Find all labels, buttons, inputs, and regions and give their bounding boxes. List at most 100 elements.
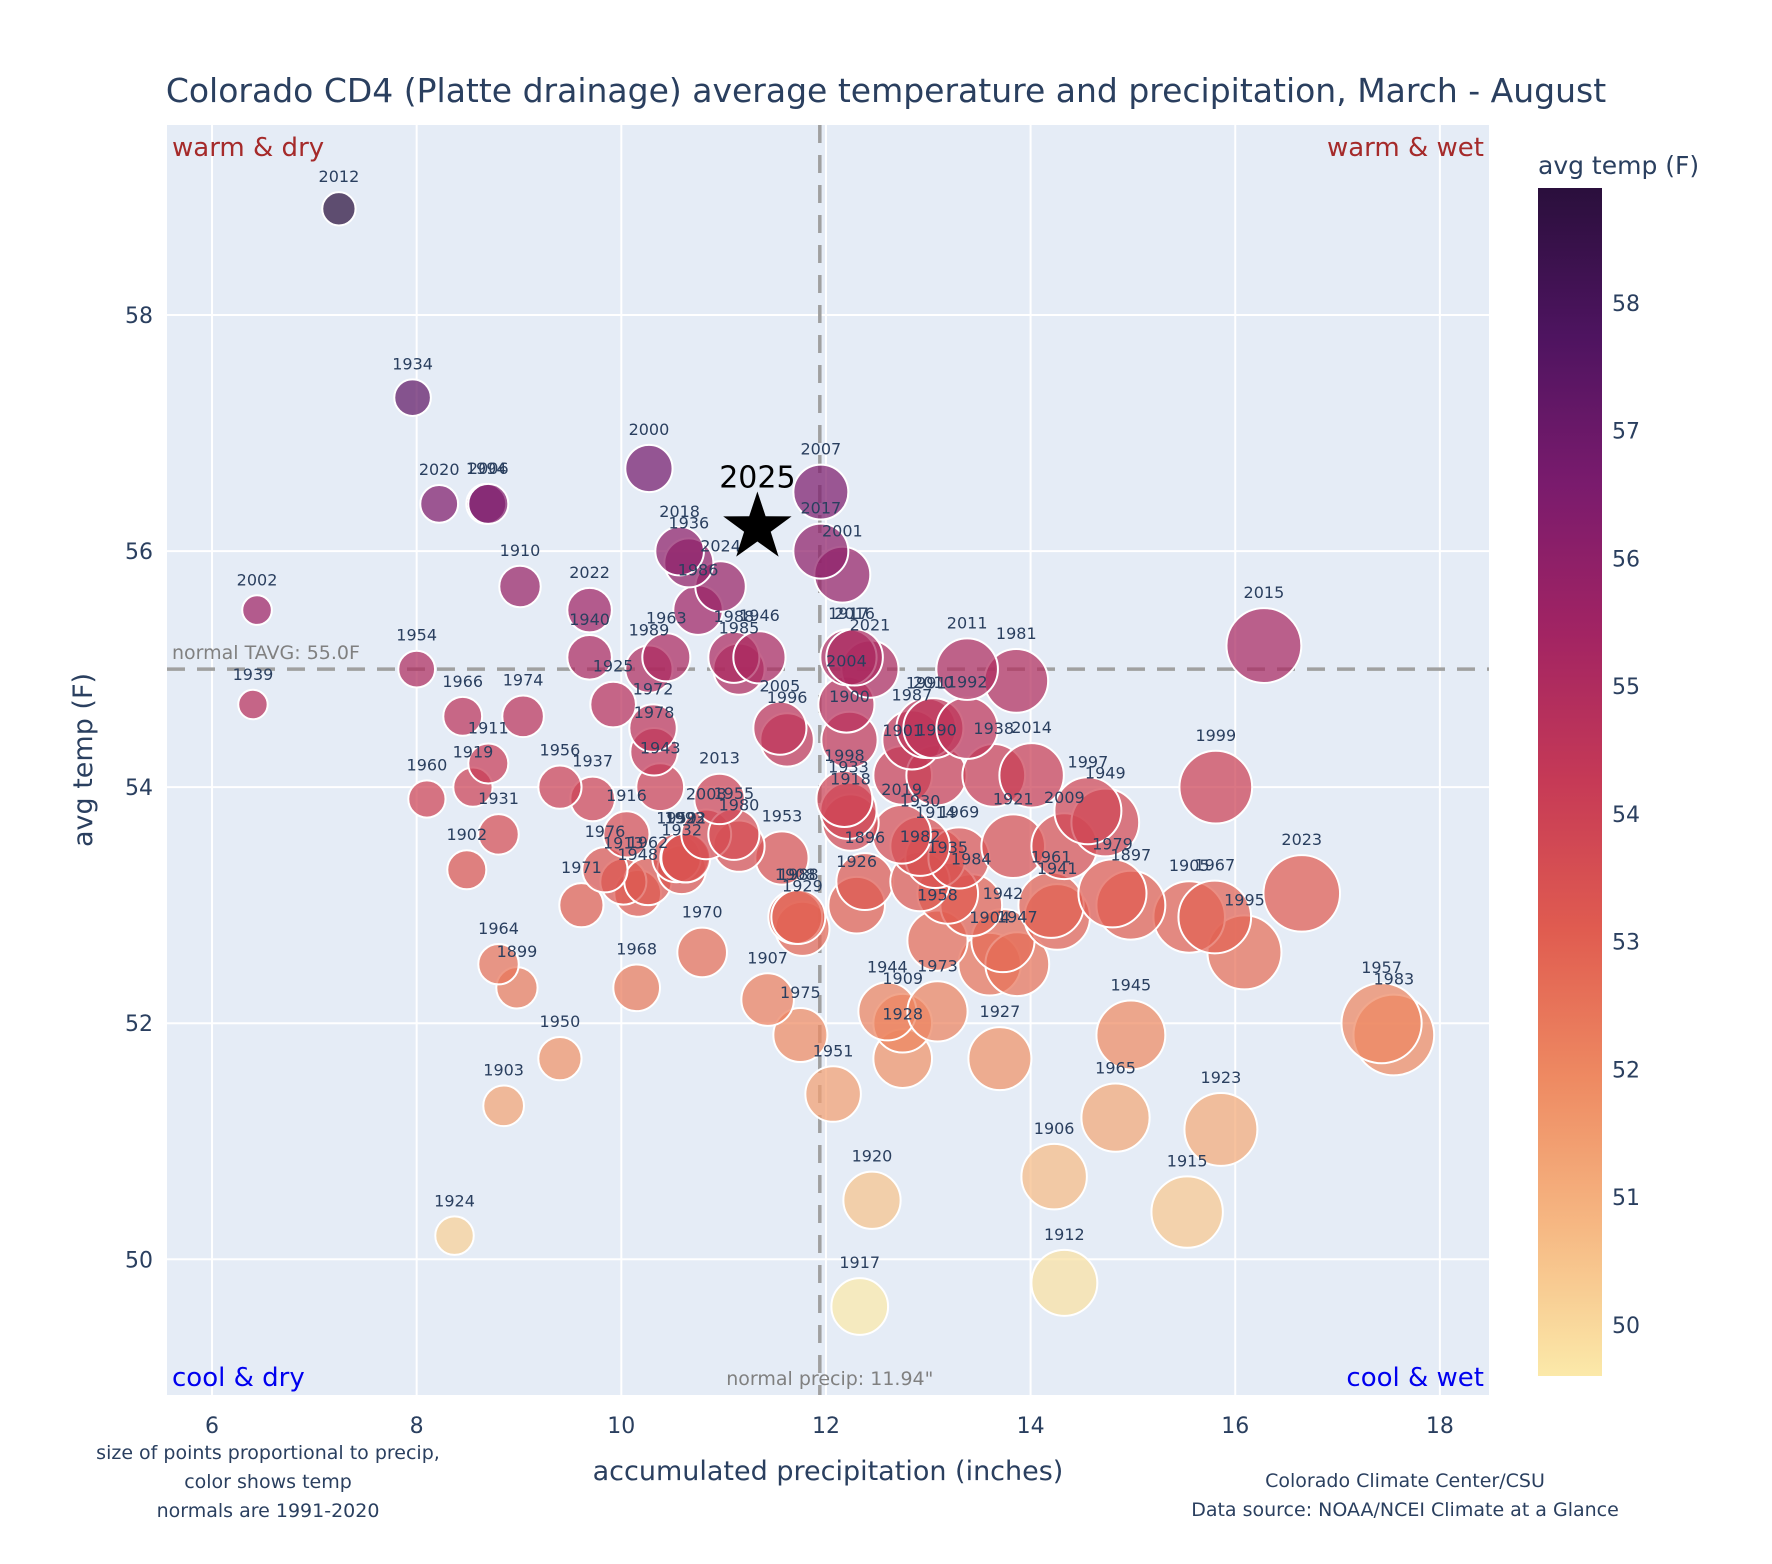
data-point xyxy=(654,525,705,577)
data-point xyxy=(830,1277,890,1336)
data-point-label: 1963 xyxy=(646,608,687,627)
data-point xyxy=(321,191,357,227)
data-point xyxy=(566,586,613,634)
data-point xyxy=(537,1035,583,1082)
x-tick-label: 8 xyxy=(410,1414,424,1439)
credit-line-1: Colorado Climate Center/CSU xyxy=(1265,1470,1545,1492)
quadrant-cool-wet: cool & wet xyxy=(1346,1363,1484,1393)
data-point-label: 1908 xyxy=(775,865,816,884)
data-point-label: 1954 xyxy=(396,626,437,645)
data-point xyxy=(842,1170,902,1230)
data-point-label: 1928 xyxy=(882,1004,923,1023)
data-point-label: 1935 xyxy=(927,838,968,857)
data-point-label: 2024 xyxy=(700,536,741,555)
data-point-label: 1969 xyxy=(939,802,980,821)
data-point-label: 1997 xyxy=(1068,752,1109,771)
data-point xyxy=(467,482,510,525)
data-point-label: 1947 xyxy=(997,907,1038,926)
data-point xyxy=(446,849,488,891)
data-point-label: 1973 xyxy=(917,956,958,975)
data-point-label: 1966 xyxy=(442,672,483,691)
data-point-label: 2000 xyxy=(629,420,670,439)
data-point xyxy=(581,846,629,894)
data-point-label: 1909 xyxy=(882,969,923,988)
data-point xyxy=(1340,982,1423,1065)
data-point xyxy=(752,700,808,756)
colorbar-tick-label: 50 xyxy=(1612,1314,1640,1339)
data-point-label: 1907 xyxy=(747,948,788,967)
data-point-label: 2021 xyxy=(850,616,891,635)
data-point-label: 1975 xyxy=(780,983,821,1002)
data-point-label: 1920 xyxy=(852,1147,893,1166)
data-point xyxy=(792,463,850,521)
data-point-label: 1924 xyxy=(434,1191,475,1210)
data-point xyxy=(467,742,510,785)
data-point-label: 1943 xyxy=(640,738,681,757)
data-point-label: 1964 xyxy=(478,919,519,938)
colorbar-tick-label: 58 xyxy=(1612,292,1640,317)
colorbar-title: avg temp (F) xyxy=(1538,151,1699,180)
data-point-label: 1916 xyxy=(606,786,647,805)
x-axis-ticks: 6 8 10 12 14 16 18 xyxy=(205,1414,1454,1439)
data-point-label: 1988 xyxy=(714,607,755,626)
chart-title: Colorado CD4 (Platte drainage) average t… xyxy=(166,71,1606,110)
data-point-label: 1922 xyxy=(665,809,706,828)
data-point-label: 1941 xyxy=(1037,859,1078,878)
x-tick-label: 16 xyxy=(1221,1414,1249,1439)
note-left-line-2: color shows temp xyxy=(184,1471,352,1493)
x-tick-label: 18 xyxy=(1426,1414,1454,1439)
data-point-label: 1946 xyxy=(739,606,780,625)
data-point-label: 1972 xyxy=(633,679,674,698)
data-point-label: 1986 xyxy=(678,560,719,579)
data-point-label: 1974 xyxy=(503,671,544,690)
data-point xyxy=(804,1065,862,1123)
data-point-label: 2016 xyxy=(834,604,875,623)
data-point xyxy=(237,688,269,721)
data-point xyxy=(419,483,460,524)
data-point-label: 1897 xyxy=(1111,846,1152,865)
x-tick-label: 6 xyxy=(205,1414,219,1439)
data-point-label: 1940 xyxy=(569,610,610,629)
data-point-label: 1968 xyxy=(616,939,657,958)
data-point-label: 1962 xyxy=(628,833,669,852)
data-point-label: 1949 xyxy=(1085,764,1126,783)
data-point xyxy=(825,628,884,687)
data-point xyxy=(498,564,542,609)
data-point xyxy=(1178,749,1254,825)
data-point-label: 1933 xyxy=(828,758,869,777)
data-point-label: 2020 xyxy=(419,460,460,479)
data-point xyxy=(1030,1248,1099,1317)
data-point-label: 2006 xyxy=(468,459,509,478)
data-point-label: 1927 xyxy=(980,1002,1021,1021)
colorbar-tick-label: 55 xyxy=(1612,675,1640,700)
data-point-label: 1985 xyxy=(719,618,760,637)
data-point xyxy=(1225,607,1303,684)
data-point-label: 1905 xyxy=(1169,856,1210,875)
data-point xyxy=(624,443,674,494)
x-axis-label: accumulated precipitation (inches) xyxy=(593,1456,1064,1487)
data-point-label: 1938 xyxy=(973,719,1014,738)
data-point-label: 1937 xyxy=(572,752,613,771)
data-point-label: 1944 xyxy=(867,957,908,976)
data-point-label: 1994 xyxy=(466,459,507,478)
data-point-label: 2002 xyxy=(237,570,278,589)
data-point-label: 2022 xyxy=(569,563,610,582)
data-point xyxy=(566,634,613,681)
data-point-label: 1983 xyxy=(1373,970,1414,989)
data-point xyxy=(602,810,651,859)
data-point-label: 1912 xyxy=(1044,1225,1085,1244)
data-point-label: 1965 xyxy=(1095,1059,1136,1078)
data-point-label: 1956 xyxy=(540,741,581,760)
data-point-label: 1921 xyxy=(993,789,1034,808)
data-point-label: 1993 xyxy=(664,809,705,828)
data-point-label: 1991 xyxy=(906,673,947,692)
data-point xyxy=(397,649,437,689)
data-point-label: 1957 xyxy=(1361,958,1402,977)
data-point-label: 2007 xyxy=(800,440,841,459)
data-point-label: 2013 xyxy=(699,749,740,768)
data-point-label: 2012 xyxy=(319,167,360,186)
colorbar: avg temp (F) 50 51 52 53 54 55 56 57 58 xyxy=(1538,151,1699,1376)
data-point xyxy=(1053,776,1123,846)
data-point-label: 1911 xyxy=(468,719,509,738)
data-point-label: 1917 xyxy=(839,1253,880,1272)
